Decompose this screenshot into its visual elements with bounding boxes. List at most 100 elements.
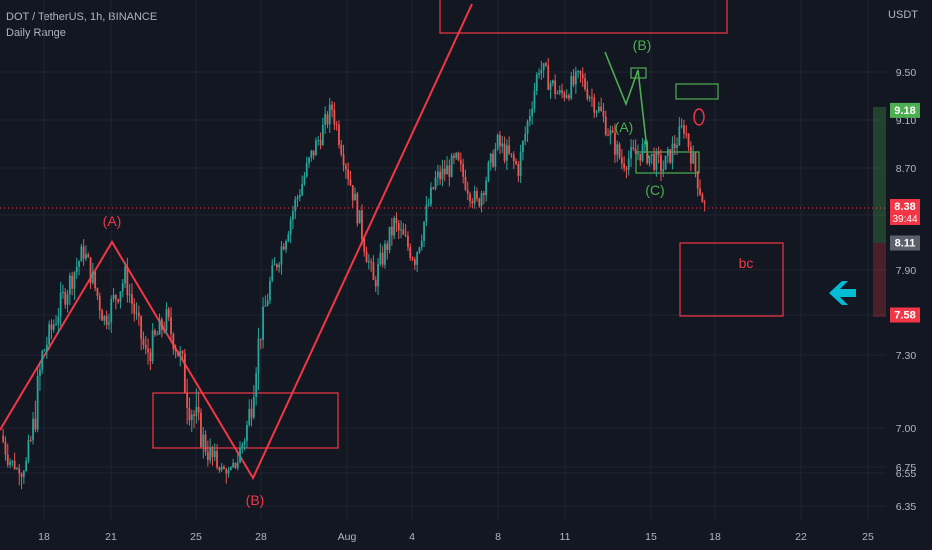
candle-body [319, 140, 322, 146]
candle-body [89, 257, 92, 283]
candle-body [462, 163, 465, 177]
candle-body [508, 145, 511, 154]
candle-body [351, 185, 354, 201]
candle-body [321, 124, 324, 146]
candle-body [494, 148, 497, 167]
candle-body [600, 106, 603, 111]
candle-body [94, 271, 97, 289]
candle-body [59, 292, 62, 317]
candle-body [526, 121, 529, 134]
candle-body [413, 259, 416, 265]
candle-body [110, 299, 113, 323]
candle-body [57, 316, 60, 324]
candle-body [586, 89, 589, 99]
daily-range-up-bar [873, 107, 886, 243]
candle-body [264, 305, 267, 307]
candle-body [218, 467, 221, 471]
candle-body [457, 152, 460, 161]
candle-body [119, 291, 122, 302]
candle-body [611, 130, 614, 133]
candle-body [395, 218, 398, 224]
y-tick-label: 9.10 [896, 115, 917, 127]
candle-body [459, 160, 462, 164]
candle-body [303, 176, 306, 184]
candle-body [381, 252, 384, 265]
candle-body [650, 153, 653, 156]
candle-body [36, 376, 39, 430]
candle-body [473, 191, 476, 204]
indicator-label[interactable]: Daily Range [6, 27, 66, 39]
candle-body [685, 133, 688, 135]
candle-body [549, 83, 552, 90]
candle-body [510, 153, 513, 155]
candle-body [641, 144, 644, 161]
candle-body [305, 163, 308, 177]
candle-body [669, 149, 672, 163]
candle-body [565, 95, 568, 98]
candle-body [623, 163, 626, 169]
wave-circle-marker [693, 108, 705, 126]
candle-body [193, 414, 195, 417]
candle-body [200, 412, 202, 447]
candle-body [533, 90, 536, 109]
candle-body [165, 308, 168, 331]
candle-body [246, 424, 248, 441]
candle-body [627, 158, 630, 170]
x-tick-label: 15 [645, 531, 657, 543]
candle-body [404, 234, 407, 236]
candle-body [671, 143, 674, 163]
candle-body [432, 187, 435, 189]
candle-body [388, 226, 391, 251]
candle-body [71, 275, 74, 289]
candle-body [535, 74, 538, 91]
candle-body [269, 280, 271, 301]
candle-body [347, 169, 350, 180]
candle-body [80, 246, 83, 262]
target-zone-top [439, 0, 728, 34]
y-tick-label: 6.35 [896, 501, 917, 513]
candle-body [455, 152, 458, 158]
candle-body [172, 334, 175, 350]
candle-body [637, 153, 639, 155]
candle-body [464, 176, 467, 190]
wave-label: (A) [103, 213, 122, 229]
candle-body [294, 199, 297, 212]
candle-body [568, 95, 570, 99]
y-tick-label: 9.50 [896, 67, 917, 79]
candle-body [340, 144, 343, 155]
support-zone-box [152, 392, 339, 449]
candle-body [78, 261, 80, 267]
candle-body [326, 113, 329, 125]
candle-body [154, 330, 156, 335]
candle-body [280, 246, 283, 265]
candle-body [574, 71, 577, 85]
candle-body [471, 201, 474, 204]
candle-body [370, 261, 373, 263]
candle-body [273, 264, 276, 266]
candle-body [528, 115, 531, 122]
candle-body [266, 300, 269, 306]
candle-body [664, 155, 667, 170]
candle-body [648, 155, 651, 164]
candle-body [121, 283, 124, 292]
candle-body [163, 330, 166, 332]
candle-body [676, 145, 678, 148]
y-tick-label: 8.70 [896, 163, 917, 175]
price-badge [890, 235, 920, 251]
candle-body [105, 316, 108, 325]
candle-body [91, 271, 94, 283]
candle-body [206, 451, 209, 461]
candle-body [409, 247, 412, 259]
candle-body [223, 466, 225, 469]
candle-body [579, 71, 582, 75]
x-tick-label: 11 [560, 531, 571, 543]
candle-body [333, 109, 336, 125]
candle-body [34, 418, 37, 430]
candle-body [666, 149, 669, 156]
candle-body [563, 93, 566, 98]
candle-body [312, 150, 315, 156]
candle-body [202, 434, 205, 447]
candle-body [614, 132, 616, 155]
wave-line-red [0, 3, 473, 481]
